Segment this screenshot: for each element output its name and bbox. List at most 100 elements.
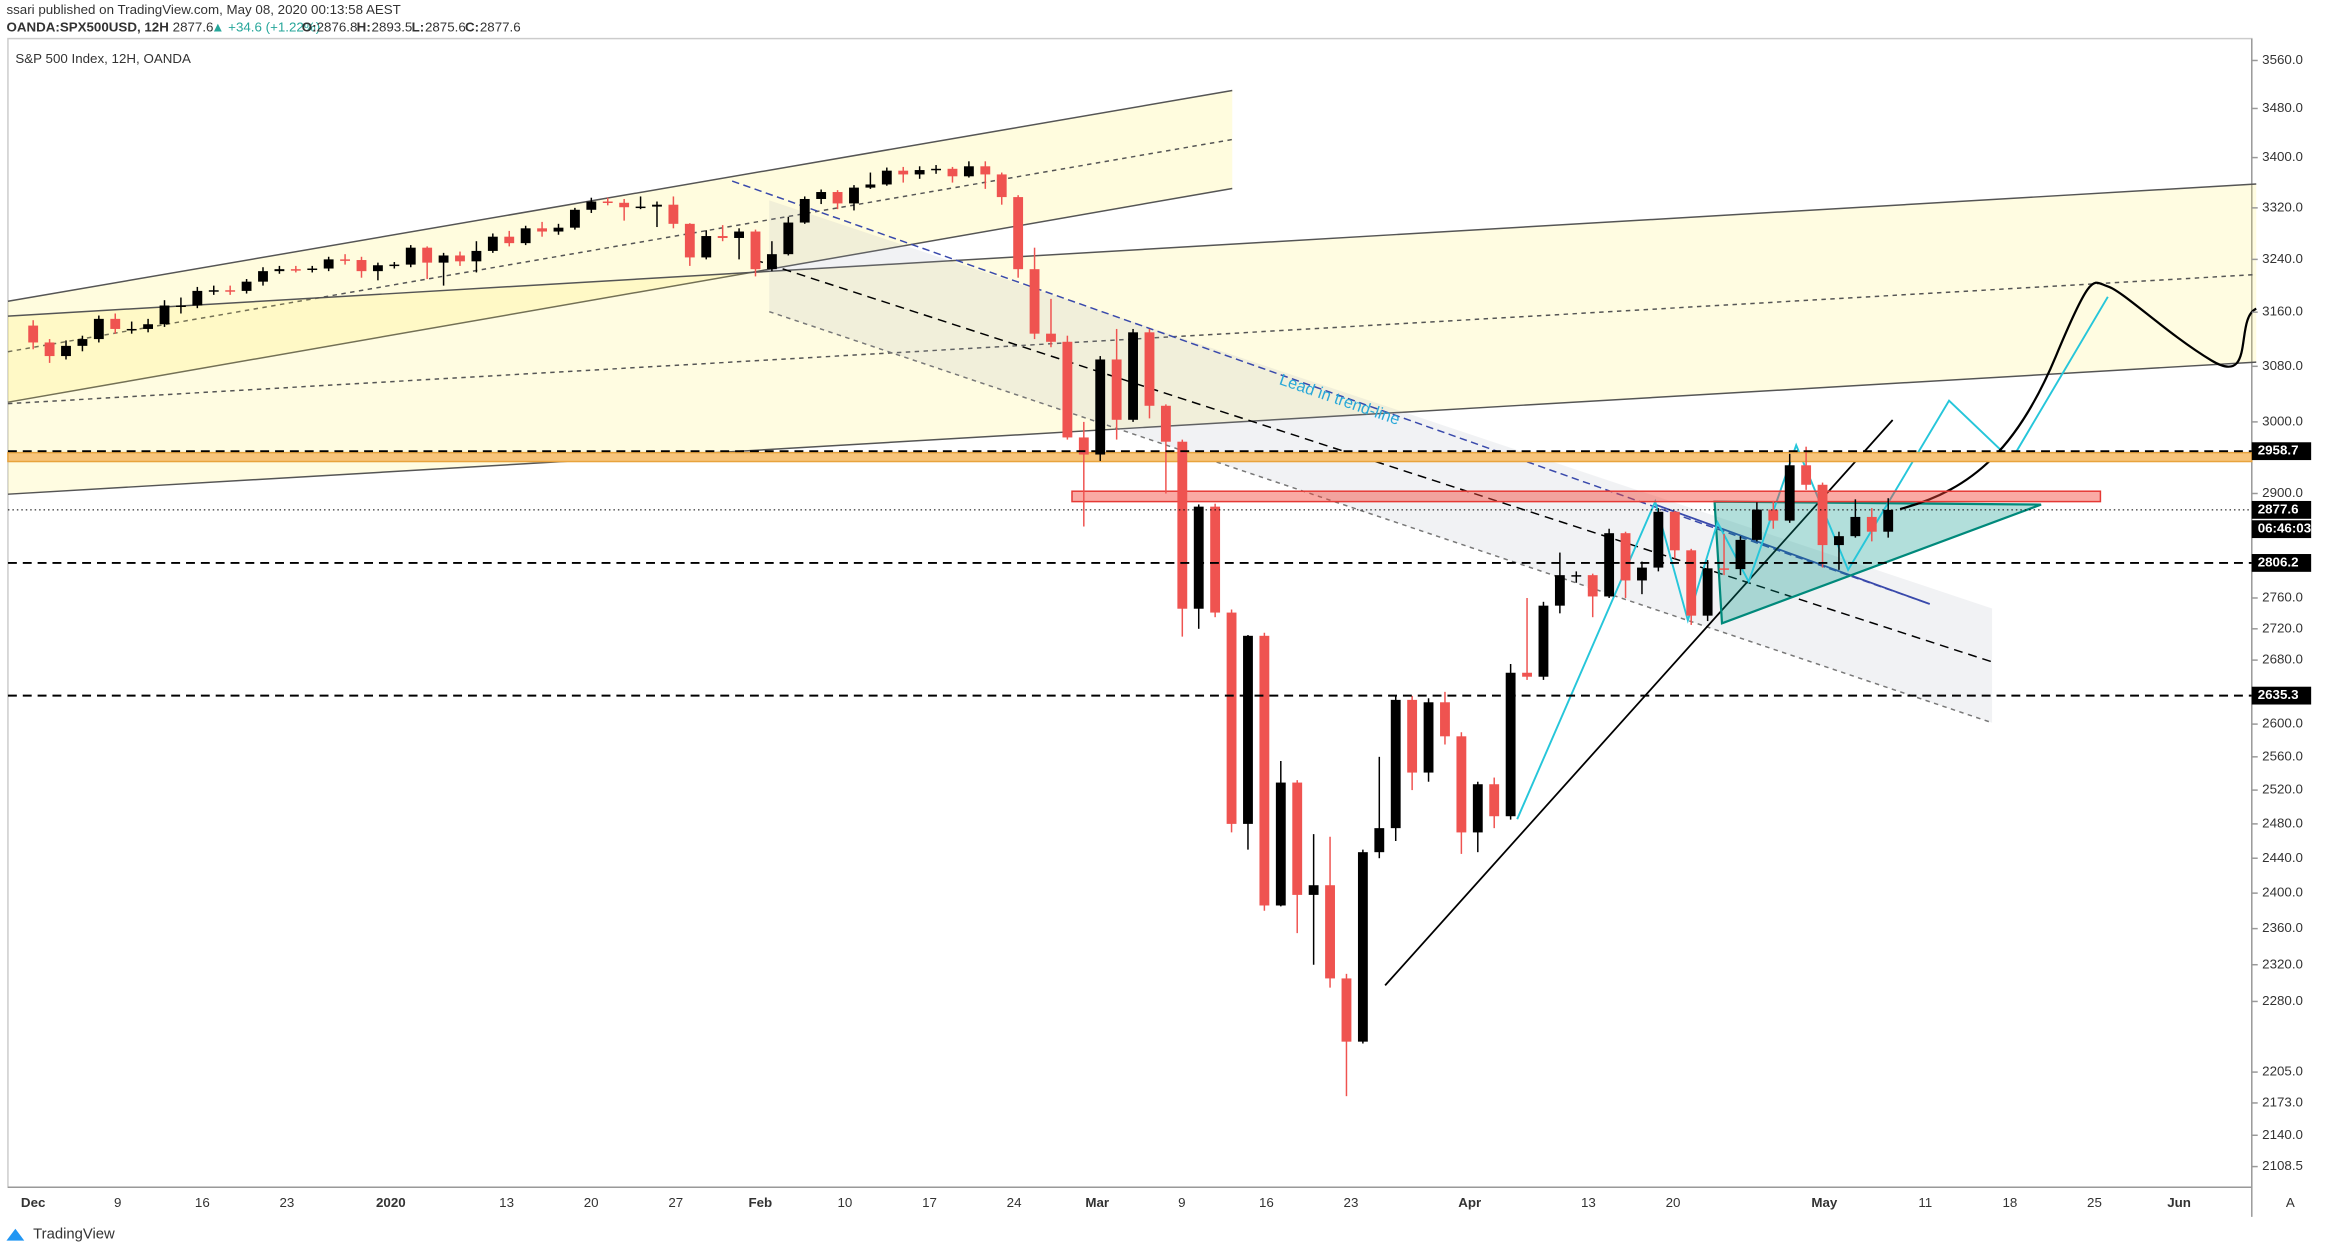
x-tick-label: 16 (1259, 1195, 1274, 1210)
channel-line (7, 183, 2257, 317)
candle-body (980, 166, 991, 175)
y-tick-label: 3400.0 (2262, 149, 2303, 164)
candle-body (487, 236, 498, 251)
candle-body (258, 271, 268, 282)
x-tick-label: Dec (21, 1195, 46, 1210)
x-tick-label: 23 (1344, 1195, 1359, 1210)
candle-body (1489, 784, 1500, 817)
trend-line (1654, 503, 1931, 605)
candle-body (602, 201, 613, 204)
candle-body (1735, 539, 1746, 570)
x-tick-label: 2020 (376, 1195, 406, 1210)
candle-body (1571, 575, 1582, 577)
candle-body (816, 192, 827, 199)
auto-scale[interactable]: A (2286, 1195, 2295, 1210)
candle-body (1390, 699, 1401, 829)
price-label: 2877.6 (2258, 501, 2299, 516)
y-tick-label: 2480.0 (2262, 815, 2303, 830)
y-tick-label: 3000.0 (2262, 413, 2303, 428)
candle-body (701, 236, 712, 258)
candle-body (1604, 533, 1615, 597)
candle-body (1817, 484, 1828, 546)
y-tick-label: 3080.0 (2262, 358, 2303, 373)
candle-body (1226, 612, 1237, 824)
candle-body (1210, 506, 1221, 613)
l-value: 2875.6 (425, 20, 466, 35)
price-label-box (2251, 442, 2312, 461)
candle-body (1505, 672, 1516, 817)
candle-body (717, 236, 728, 238)
candle-body (1850, 516, 1861, 537)
y-tick-label: 3160.0 (2262, 304, 2303, 319)
candle-body (225, 290, 236, 292)
candle-body (537, 228, 548, 232)
x-tick-label: 9 (1178, 1195, 1185, 1210)
candle-body (323, 259, 334, 269)
y-tick-label: 2520.0 (2262, 782, 2303, 797)
candle-body (1866, 516, 1877, 532)
candle-body (1472, 784, 1483, 833)
candle-body (389, 264, 400, 267)
price-label-box (2251, 500, 2312, 519)
y-tick-label: 2108.5 (2262, 1158, 2303, 1173)
candle-body (77, 339, 88, 346)
x-tick-label: 23 (280, 1195, 295, 1210)
candle-body (28, 325, 39, 343)
o-label: O: (302, 20, 317, 35)
logo (6, 1228, 25, 1241)
price-label: 2806.2 (2258, 554, 2299, 569)
candle-body (1308, 885, 1319, 895)
candle-body (110, 318, 121, 329)
x-tick-label: 13 (499, 1195, 514, 1210)
y-tick-label: 3240.0 (2262, 251, 2303, 266)
countdown: 06:46:03 (2258, 521, 2311, 536)
x-tick-label: May (1811, 1195, 1838, 1210)
candle-body (1259, 635, 1270, 906)
y-tick-label: 2205.0 (2262, 1064, 2303, 1079)
candle-body (996, 174, 1007, 198)
candle-body (175, 305, 186, 307)
candle-body (290, 269, 301, 271)
candle-body (1751, 509, 1762, 540)
h-value: 2893.5 (372, 20, 413, 35)
candle-body (192, 290, 203, 306)
candle-body (307, 268, 318, 271)
candle-body (931, 168, 941, 171)
x-tick-label: 17 (922, 1195, 937, 1210)
candle-body (1275, 782, 1286, 906)
candle-body (947, 168, 958, 177)
candle-body (684, 223, 695, 258)
chart-title: S&P 500 Index, 12H, OANDA (15, 51, 191, 66)
candle-body (455, 255, 465, 262)
candle-body (750, 231, 761, 270)
c-value: 2877.6 (480, 20, 521, 35)
candle-body (1325, 885, 1335, 979)
x-tick-label: Jun (2167, 1195, 2191, 1210)
candle-body (1407, 699, 1418, 773)
x-tick-label: 20 (584, 1195, 599, 1210)
candle-body (914, 170, 925, 175)
candle-body (1341, 978, 1352, 1042)
y-tick-label: 2173.0 (2262, 1094, 2303, 1109)
change: ▲ +34.6 (+1.22%) (211, 20, 320, 35)
candle-body (274, 269, 285, 272)
x-tick-label: 20 (1666, 1195, 1681, 1210)
candle-body (1062, 341, 1073, 438)
y-tick-label: 2720.0 (2262, 620, 2303, 635)
candle-body (1177, 441, 1188, 609)
candle-body (1423, 702, 1434, 773)
candle-body (504, 236, 515, 244)
y-tick-label: 2140.0 (2262, 1127, 2303, 1142)
candle-body (372, 265, 383, 272)
candle-body (1801, 465, 1812, 485)
candle-body (963, 166, 974, 177)
candle-body (1522, 672, 1532, 677)
candle-body (1029, 269, 1040, 334)
candle-body (1587, 575, 1598, 597)
x-tick-label: Feb (748, 1195, 772, 1210)
candle-body (652, 204, 662, 207)
candle-body (1456, 736, 1467, 833)
x-tick-label: 11 (1918, 1195, 1932, 1210)
y-tick-label: 2360.0 (2262, 920, 2303, 935)
y-tick-label: 2760.0 (2262, 590, 2303, 605)
